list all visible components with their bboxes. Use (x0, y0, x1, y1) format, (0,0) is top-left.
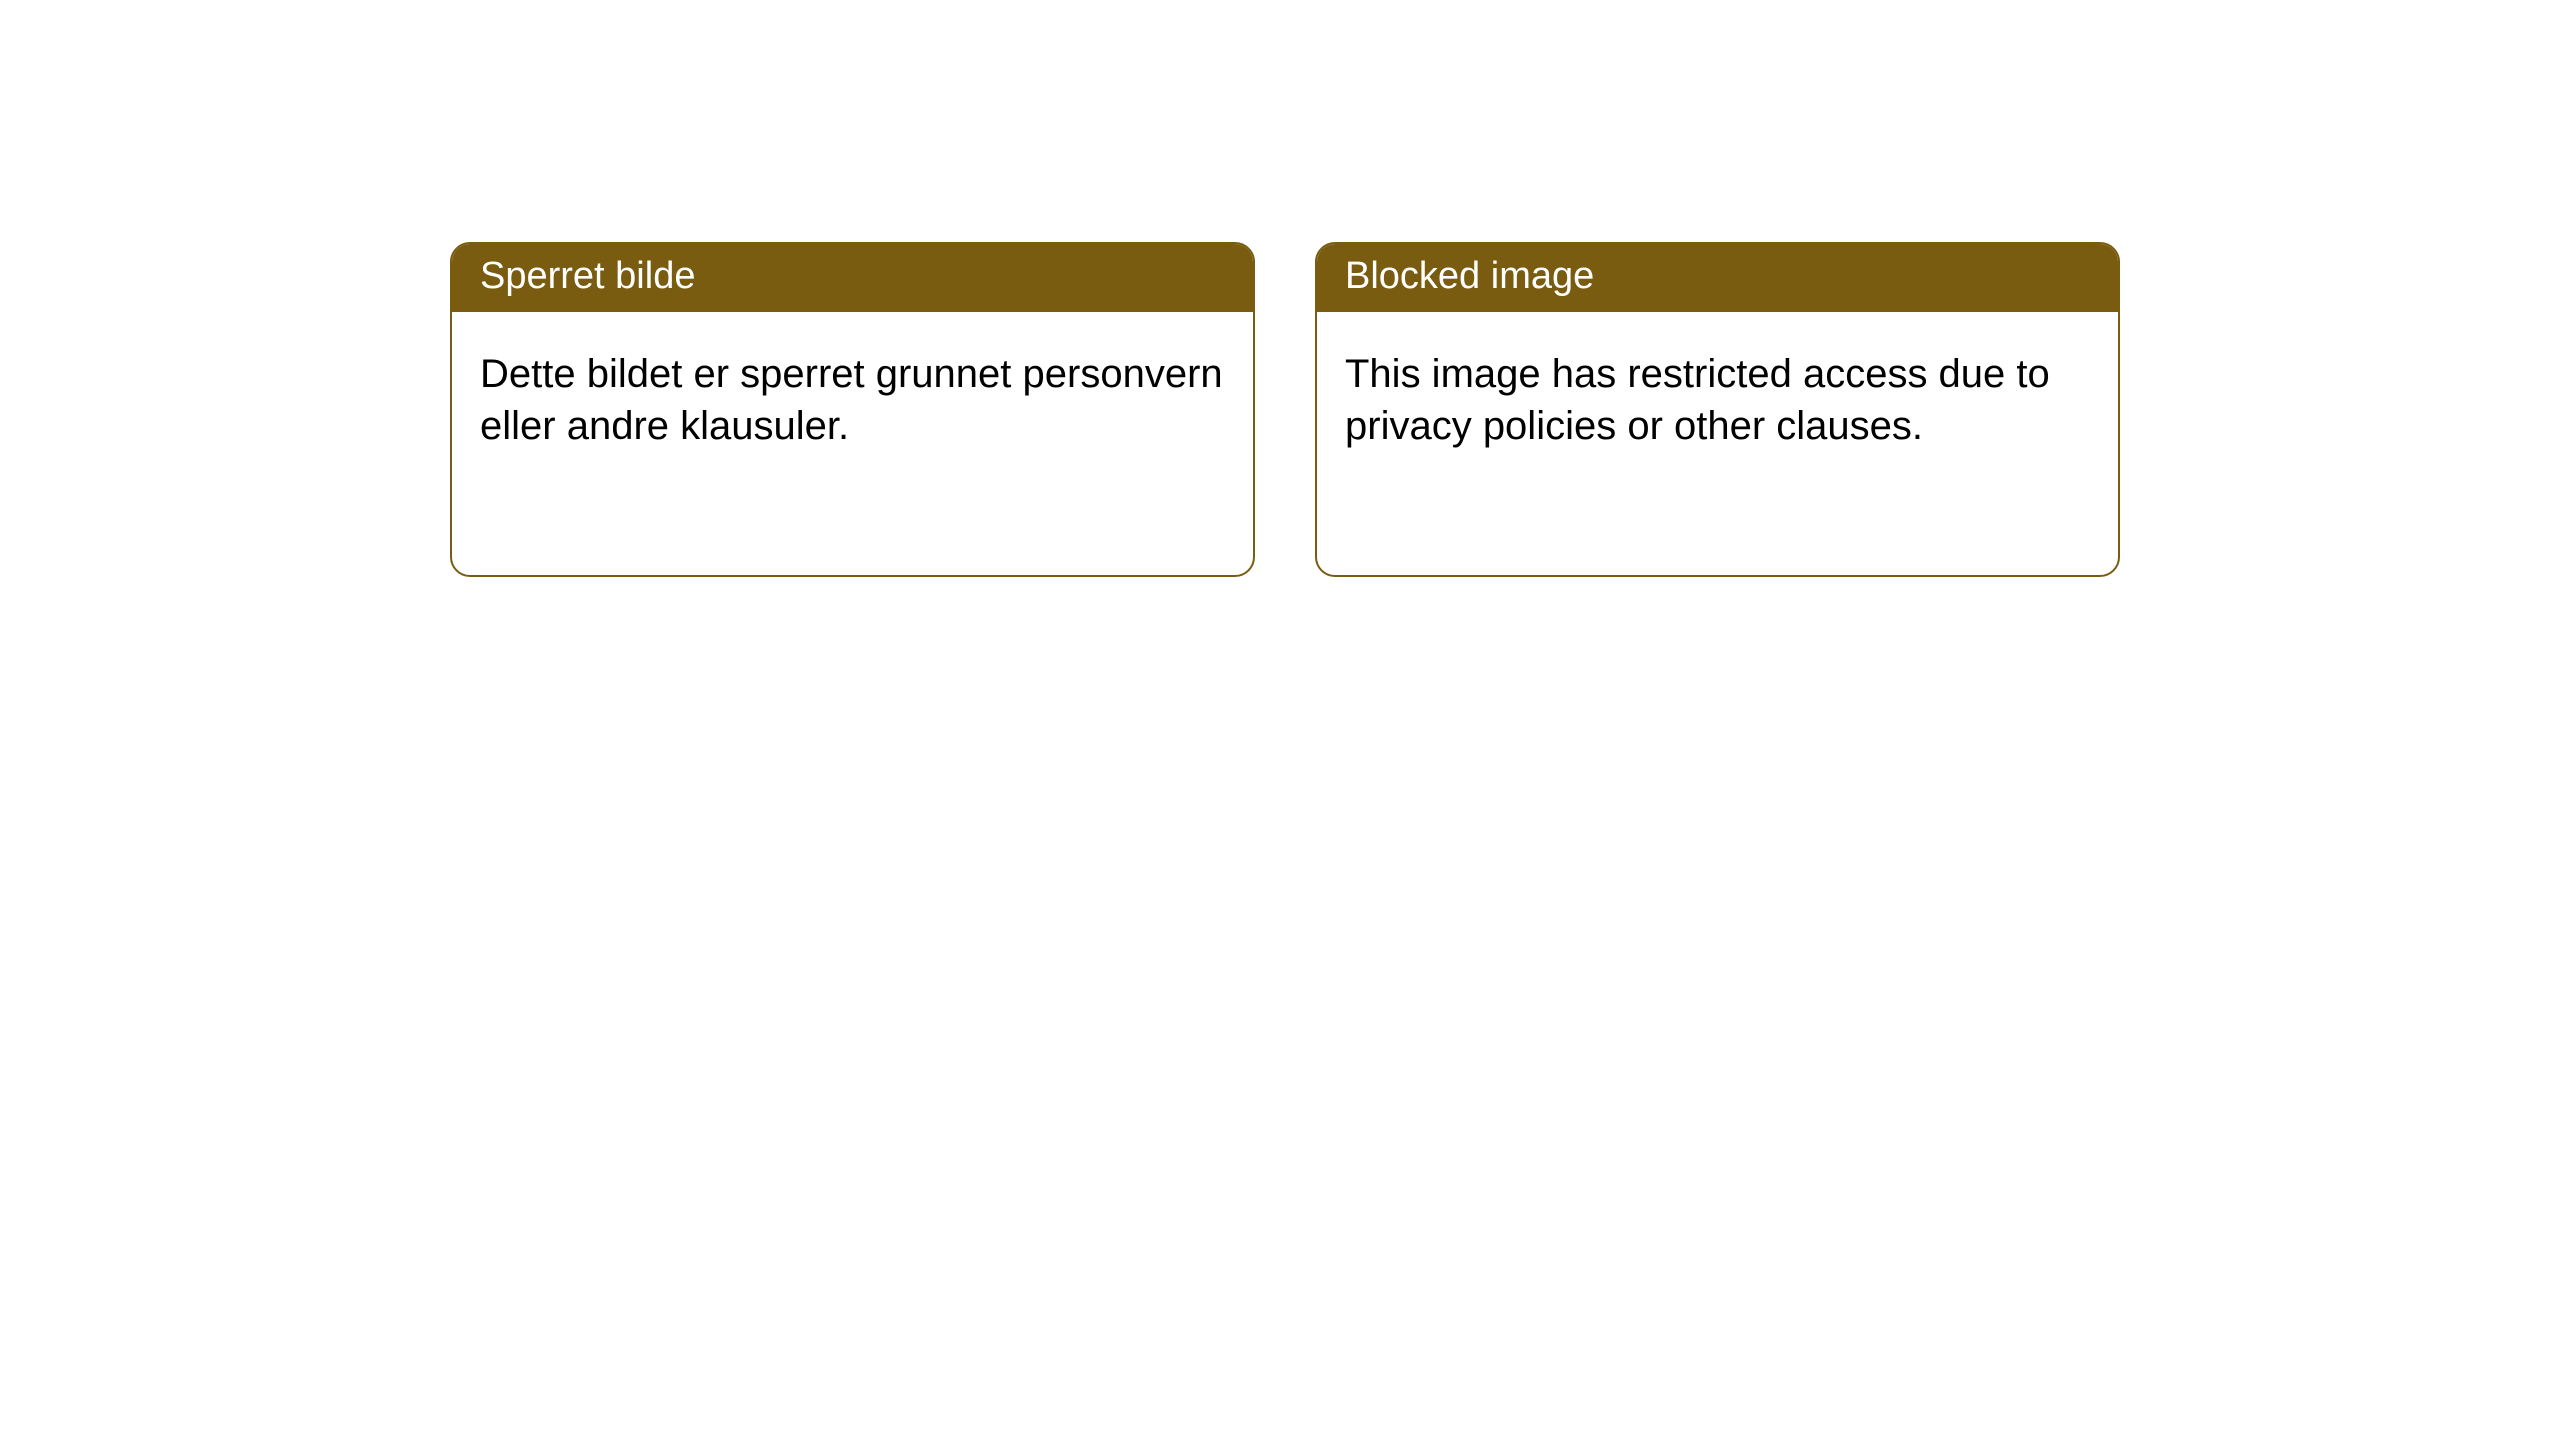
notice-card-norwegian: Sperret bilde Dette bildet er sperret gr… (450, 242, 1255, 577)
notice-container: Sperret bilde Dette bildet er sperret gr… (0, 0, 2560, 577)
notice-header: Sperret bilde (452, 244, 1253, 312)
notice-body: Dette bildet er sperret grunnet personve… (452, 312, 1253, 488)
notice-header: Blocked image (1317, 244, 2118, 312)
notice-body: This image has restricted access due to … (1317, 312, 2118, 488)
notice-card-english: Blocked image This image has restricted … (1315, 242, 2120, 577)
